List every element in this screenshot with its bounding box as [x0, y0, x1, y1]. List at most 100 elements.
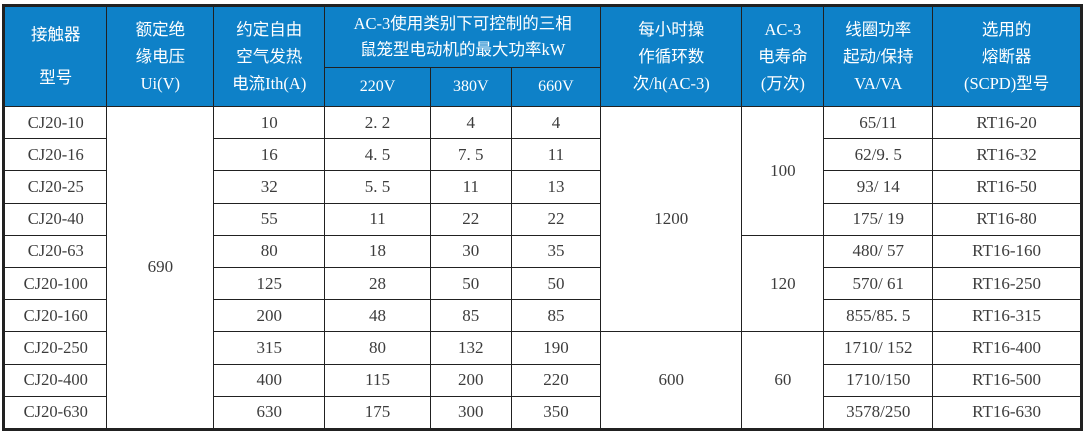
cell-model: CJ20-250: [2, 331, 108, 365]
cell-ith: 315: [213, 331, 326, 365]
cell-ith: 10: [213, 105, 326, 140]
col-header-ui: 额定绝 缘电压 Ui(V): [106, 5, 215, 107]
header-row-2: 220V 380V 660V: [4, 67, 1082, 107]
cell-coil: 65/11: [823, 105, 934, 140]
cell-coil: 93/ 14: [823, 170, 934, 204]
cell-p220: 48: [324, 299, 431, 333]
cell-cycles-merged: 600: [600, 331, 743, 430]
cell-fuse: RT16-50: [932, 170, 1082, 204]
cell-p660: 350: [510, 395, 602, 430]
col-header-220v: 220V: [324, 67, 431, 107]
cell-ith: 80: [213, 234, 326, 268]
cell-p220: 80: [324, 331, 431, 365]
cell-p660: 220: [510, 363, 602, 397]
cell-coil: 3578/250: [823, 395, 934, 430]
col-header-380v: 380V: [429, 67, 512, 107]
cell-ith: 630: [213, 395, 326, 430]
cell-p660: 85: [510, 299, 602, 333]
cell-p660: 11: [510, 138, 602, 172]
cell-ith: 125: [213, 266, 326, 301]
cell-fuse: RT16-20: [932, 105, 1082, 140]
cell-model: CJ20-25: [2, 170, 108, 204]
cell-coil: 480/ 57: [823, 234, 934, 268]
cell-p220: 175: [324, 395, 431, 430]
cell-coil: 1710/150: [823, 363, 934, 397]
cell-model: CJ20-100: [2, 266, 108, 301]
table-row: CJ20-25 32 5. 5 11 13 93/ 14 RT16-50: [2, 170, 1082, 204]
col-header-life: AC-3 电寿命 (万次): [741, 5, 825, 107]
cell-model: CJ20-16: [2, 138, 108, 172]
cell-life-merged: 120: [741, 234, 825, 333]
cell-p660: 13: [510, 170, 602, 204]
cell-p380: 200: [429, 363, 512, 397]
cell-model: CJ20-400: [2, 363, 108, 397]
cell-p660: 190: [510, 331, 602, 365]
cell-p660: 4: [510, 105, 602, 140]
cell-model: CJ20-63: [2, 234, 108, 268]
cell-p380: 30: [429, 234, 512, 268]
cell-p380: 4: [429, 105, 512, 140]
header-row-1: 接触器 型号 额定绝 缘电压 Ui(V) 约定自由 空气发热 电流Ith(A) …: [2, 5, 1082, 107]
table-row: CJ20-160 200 48 85 85 855/85. 5 RT16-315: [2, 299, 1082, 333]
cell-life-merged: 60: [741, 331, 825, 430]
cell-p220: 2. 2: [324, 105, 431, 140]
cell-ith: 16: [213, 138, 326, 172]
cell-p380: 85: [429, 299, 512, 333]
cell-ith: 32: [213, 170, 326, 204]
cell-p660: 35: [510, 234, 602, 268]
cell-p380: 22: [429, 202, 512, 236]
cell-p660: 22: [510, 202, 602, 236]
table-row: CJ20-100 125 28 50 50 570/ 61 RT16-250: [2, 266, 1082, 301]
col-header-model: 接触器 型号: [2, 5, 108, 107]
cell-p380: 11: [429, 170, 512, 204]
cell-p220: 11: [324, 202, 431, 236]
table-row: CJ20-16 16 4. 5 7. 5 11 62/9. 5 RT16-32: [2, 138, 1082, 172]
table-row: CJ20-63 80 18 30 35 120 480/ 57 RT16-160: [2, 234, 1082, 333]
col-header-cycles: 每小时操 作循环数 次/h(AC-3): [600, 5, 743, 107]
col-header-fuse: 选用的 熔断器 (SCPD)型号: [932, 5, 1082, 107]
cell-ith: 400: [213, 363, 326, 397]
cell-fuse: RT16-80: [932, 202, 1082, 236]
cell-model: CJ20-40: [2, 202, 108, 236]
cell-coil: 175/ 19: [823, 202, 934, 236]
cell-fuse: RT16-315: [932, 299, 1082, 333]
cell-p220: 28: [324, 266, 431, 301]
cell-cycles-merged: 1200: [600, 105, 743, 333]
cell-fuse: RT16-32: [932, 138, 1082, 172]
contactor-spec-table: 接触器 型号 额定绝 缘电压 Ui(V) 约定自由 空气发热 电流Ith(A) …: [2, 4, 1083, 431]
table-row: CJ20-40 55 11 22 22 175/ 19 RT16-80: [2, 202, 1082, 236]
cell-p220: 115: [324, 363, 431, 397]
cell-ui-merged: 690: [106, 106, 215, 430]
cell-p380: 7. 5: [429, 138, 512, 172]
cell-fuse: RT16-630: [932, 395, 1082, 430]
cell-fuse: RT16-500: [932, 363, 1082, 397]
cell-fuse: RT16-250: [932, 266, 1082, 301]
cell-model: CJ20-160: [2, 299, 108, 333]
table-row: CJ20-630 630 175 300 350 3578/250 RT16-6…: [2, 395, 1082, 430]
cell-p380: 300: [429, 395, 512, 430]
col-header-ac3-power: AC-3使用类别下可控制的三相 鼠笼型电动机的最大功率kW: [324, 5, 602, 68]
col-header-ith: 约定自由 空气发热 电流Ith(A): [213, 5, 326, 107]
cell-coil: 570/ 61: [823, 266, 934, 301]
cell-ith: 55: [213, 202, 326, 236]
cell-p660: 50: [510, 266, 602, 301]
cell-p220: 18: [324, 234, 431, 268]
cell-fuse: RT16-400: [932, 331, 1082, 365]
cell-p220: 5. 5: [324, 170, 431, 204]
cell-life-merged: 100: [741, 106, 825, 236]
cell-p220: 4. 5: [324, 138, 431, 172]
cell-ith: 200: [213, 299, 326, 333]
table-row: CJ20-10 690 10 2. 2 4 4 1200 100 65/11 R…: [2, 105, 1082, 430]
cell-model: CJ20-10: [2, 105, 108, 140]
table-row: CJ20-250 315 80 132 190 600 60 1710/ 152…: [2, 331, 1082, 430]
cell-p380: 132: [429, 331, 512, 365]
table-row: CJ20-400 400 115 200 220 1710/150 RT16-5…: [2, 363, 1082, 397]
cell-coil: 62/9. 5: [823, 138, 934, 172]
col-header-coil: 线圈功率 起动/保持 VA/VA: [823, 5, 934, 107]
col-header-660v: 660V: [510, 67, 602, 107]
cell-coil: 855/85. 5: [823, 299, 934, 333]
cell-coil: 1710/ 152: [823, 331, 934, 365]
cell-fuse: RT16-160: [932, 234, 1082, 268]
cell-model: CJ20-630: [2, 395, 108, 430]
